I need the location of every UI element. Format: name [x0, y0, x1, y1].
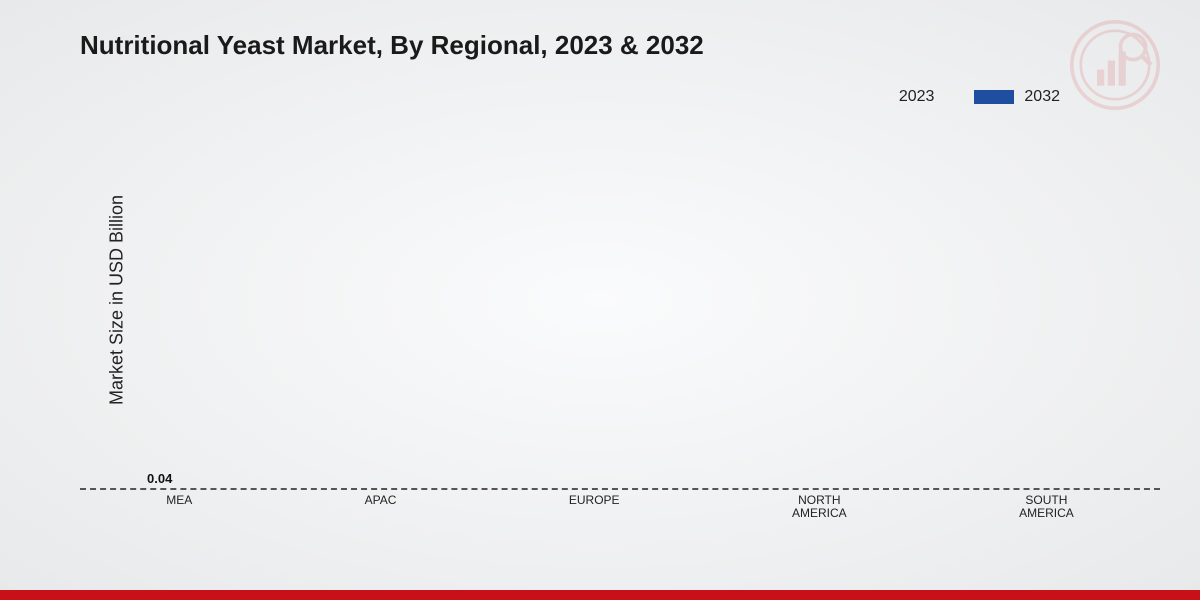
- legend-item-2023: 2023: [849, 88, 935, 106]
- legend-label-2032: 2032: [1024, 88, 1060, 106]
- plot-area: 0.04 MEA APAC EUROPE NORTH AMERICA SOUTH AME…: [80, 150, 1160, 520]
- legend-swatch-2032: [974, 90, 1014, 104]
- bottom-strip: [0, 590, 1200, 600]
- x-axis-label: NORTH AMERICA: [792, 490, 847, 520]
- chart-title: Nutritional Yeast Market, By Regional, 2…: [80, 30, 704, 61]
- x-axis-label: APAC: [365, 490, 397, 520]
- legend-swatch-2023: [849, 90, 889, 104]
- legend-label-2023: 2023: [899, 88, 935, 106]
- legend-item-2032: 2032: [974, 88, 1060, 106]
- chart-container: Nutritional Yeast Market, By Regional, 2…: [0, 0, 1200, 600]
- bar-value-label: 0.04: [147, 471, 172, 486]
- x-axis-label: EUROPE: [569, 490, 620, 520]
- x-axis-labels: MEA APAC EUROPE NORTH AMERICA SOUTH AMERICA: [80, 490, 1160, 520]
- legend: 2023 2032: [849, 88, 1060, 106]
- watermark-logo: [1070, 20, 1160, 115]
- x-axis-label: MEA: [166, 490, 192, 520]
- x-axis-label: SOUTH AMERICA: [1019, 490, 1074, 520]
- bars-row: 0.04: [80, 150, 1160, 490]
